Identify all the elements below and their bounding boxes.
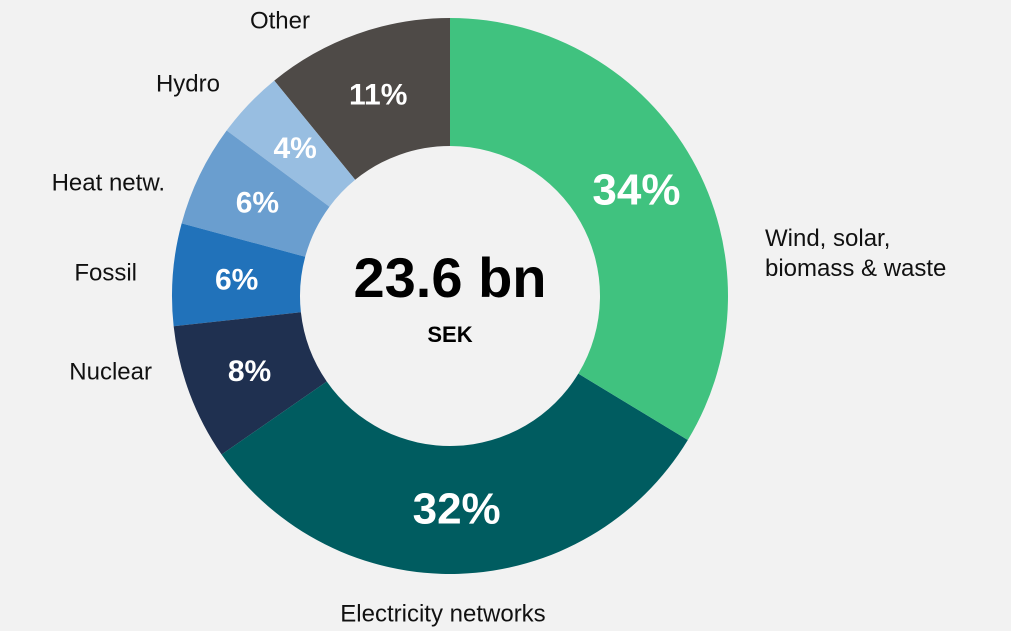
- value-label: 6%: [236, 187, 279, 220]
- donut-segment: [274, 18, 450, 180]
- donut-segment: [226, 80, 356, 207]
- donut-segment: [173, 312, 327, 455]
- category-label-box: Wind, solar, biomass & waste: [765, 225, 947, 282]
- category-label: Hydro: [156, 70, 220, 97]
- donut-segment: [181, 130, 330, 257]
- donut-segment: [450, 18, 729, 440]
- donut-segment: [221, 373, 688, 574]
- center-unit: SEK: [427, 322, 472, 347]
- value-label: 4%: [274, 132, 317, 165]
- category-label: Heat netw.: [52, 169, 165, 196]
- category-label: Fossil: [74, 259, 137, 286]
- category-label: Other: [250, 7, 310, 34]
- category-label: Wind, solar, biomass & waste: [765, 225, 947, 282]
- center-total: 23.6 bn: [354, 246, 547, 309]
- category-label: Nuclear: [69, 358, 152, 385]
- value-label: 6%: [215, 263, 258, 296]
- value-label: 34%: [592, 166, 680, 215]
- category-label: Electricity networks: [340, 600, 545, 627]
- value-label: 11%: [349, 78, 407, 111]
- value-label: 8%: [228, 355, 271, 388]
- donut-segment: [172, 223, 306, 327]
- value-label: 32%: [413, 485, 501, 534]
